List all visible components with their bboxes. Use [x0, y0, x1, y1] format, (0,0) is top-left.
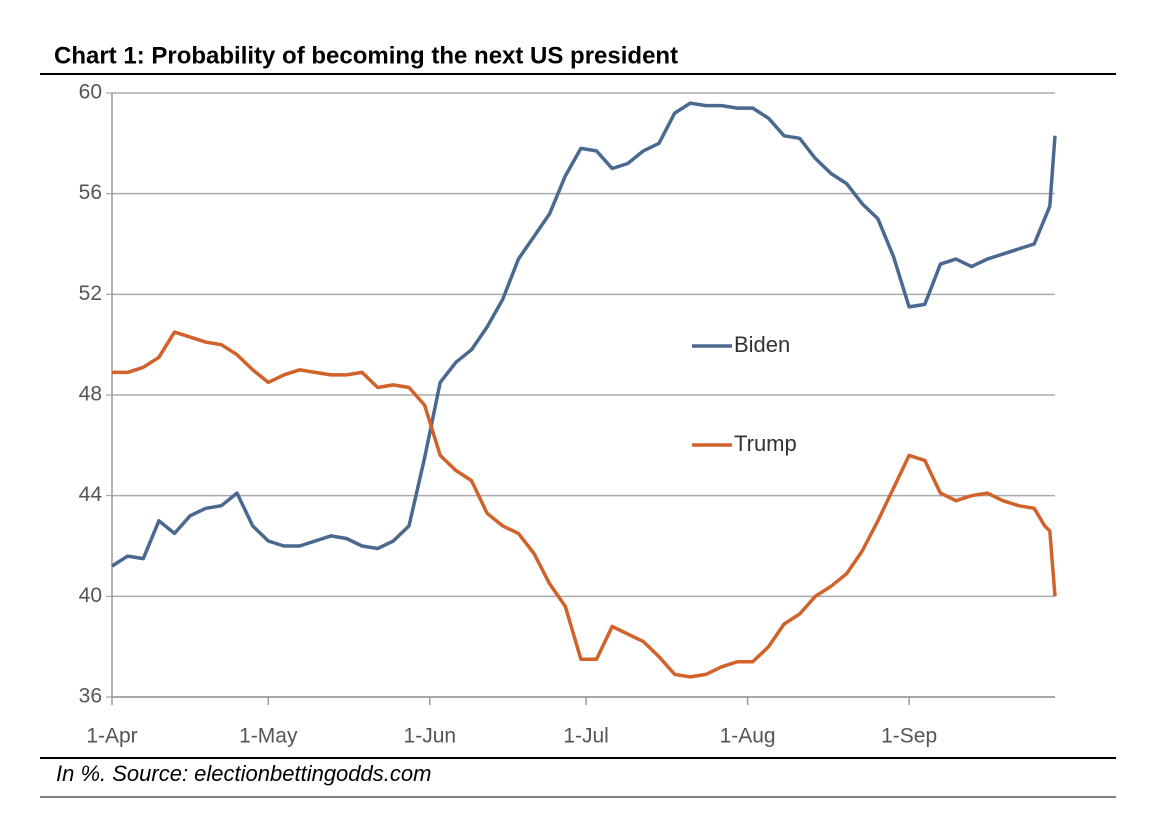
- y-tick-label: 44: [79, 483, 103, 506]
- y-tick-label: 52: [79, 282, 102, 305]
- x-tick-label: 1-Jul: [563, 725, 609, 748]
- series-line: [111, 101, 1057, 568]
- y-tick-label: 56: [79, 181, 102, 204]
- x-tick-label: 1-Apr: [86, 725, 137, 748]
- legend-label: Biden: [734, 332, 790, 357]
- y-tick-label: 36: [79, 685, 102, 708]
- y-tick-label: 60: [79, 81, 102, 104]
- x-tick-label: 1-Sep: [881, 725, 937, 748]
- y-tick-label: 48: [79, 383, 102, 406]
- x-tick-label: 1-Aug: [720, 725, 776, 748]
- chart-title: Chart 1: Probability of becoming the nex…: [54, 42, 678, 69]
- series-line: [112, 330, 1057, 679]
- source-note: In %. Source: electionbettingodds.com: [56, 761, 431, 786]
- legend-label: Trump: [734, 431, 797, 456]
- x-tick-label: 1-May: [239, 725, 298, 748]
- y-tick-label: 40: [79, 584, 102, 607]
- x-tick-label: 1-Jun: [404, 725, 457, 748]
